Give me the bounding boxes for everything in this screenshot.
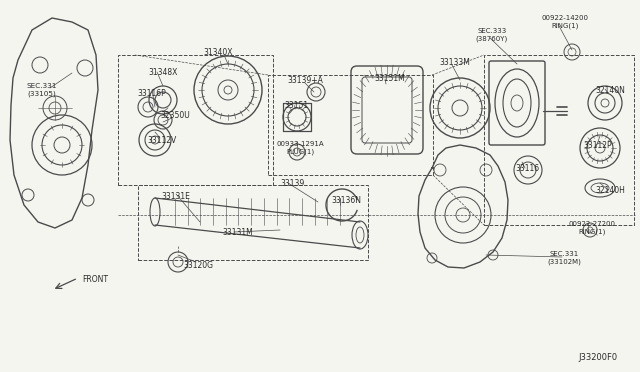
Text: 00933-1291A
PLUG(1): 00933-1291A PLUG(1) (276, 141, 324, 155)
Text: 33116: 33116 (515, 164, 539, 173)
Text: 32140N: 32140N (595, 86, 625, 94)
Text: 00922-14200
RING(1): 00922-14200 RING(1) (541, 15, 589, 29)
Bar (268, 75, 433, 175)
Text: 33120G: 33120G (183, 260, 213, 269)
Text: 33151M: 33151M (374, 74, 405, 83)
Bar (118, 55, 273, 185)
Text: 33139: 33139 (281, 179, 305, 187)
Text: 33116P: 33116P (138, 89, 166, 97)
Text: SEC.331
(33102M): SEC.331 (33102M) (547, 251, 581, 265)
Text: FRONT: FRONT (82, 276, 108, 285)
Text: SEC.333
(38760Y): SEC.333 (38760Y) (476, 28, 508, 42)
Text: 00922-27200
RING(1): 00922-27200 RING(1) (568, 221, 616, 235)
Text: 31348X: 31348X (148, 67, 178, 77)
Bar (484, 55, 634, 225)
Text: 33112V: 33112V (147, 135, 177, 144)
Text: J33200F0: J33200F0 (579, 353, 618, 362)
Text: 33139+A: 33139+A (287, 76, 323, 84)
Text: 32350U: 32350U (160, 110, 190, 119)
Text: 33112P: 33112P (584, 141, 612, 150)
Bar (138, 185, 368, 260)
Text: 32140H: 32140H (595, 186, 625, 195)
Text: 33131M: 33131M (223, 228, 253, 237)
Text: 33136N: 33136N (331, 196, 361, 205)
Text: 33133M: 33133M (440, 58, 470, 67)
Text: 33151: 33151 (284, 100, 308, 109)
Text: 31340X: 31340X (204, 48, 233, 57)
Text: 33131E: 33131E (161, 192, 191, 201)
Text: SEC.331
(33105): SEC.331 (33105) (27, 83, 57, 97)
